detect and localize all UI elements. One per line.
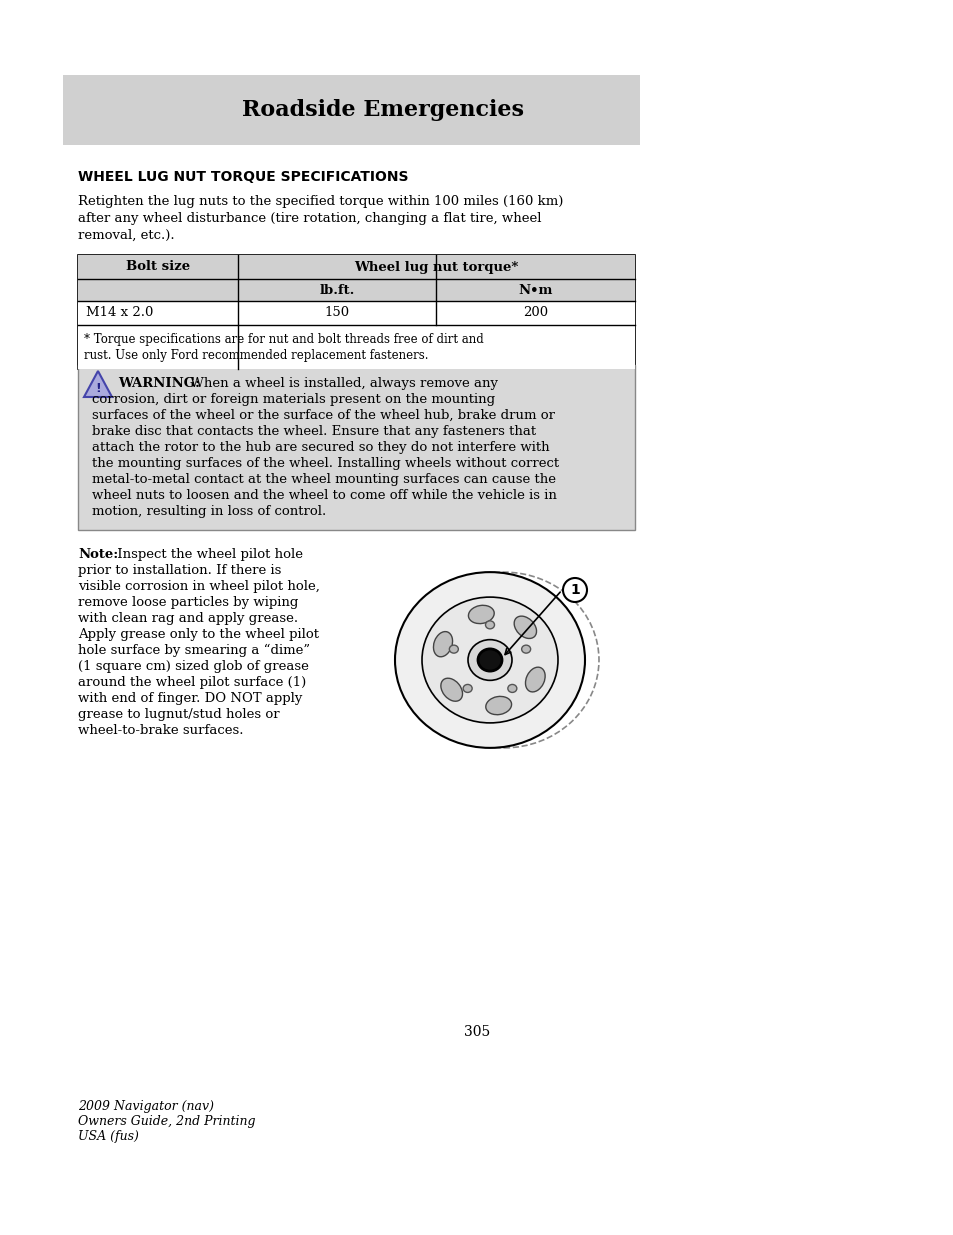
Text: the mounting surfaces of the wheel. Installing wheels without correct: the mounting surfaces of the wheel. Inst… bbox=[91, 457, 558, 471]
Ellipse shape bbox=[468, 605, 494, 624]
Text: rust. Use only Ford recommended replacement fasteners.: rust. Use only Ford recommended replacem… bbox=[84, 350, 428, 362]
Text: Bolt size: Bolt size bbox=[126, 261, 190, 273]
Text: visible corrosion in wheel pilot hole,: visible corrosion in wheel pilot hole, bbox=[78, 580, 319, 593]
Text: Retighten the lug nuts to the specified torque within 100 miles (160 km): Retighten the lug nuts to the specified … bbox=[78, 195, 563, 207]
Text: !: ! bbox=[95, 383, 101, 395]
Ellipse shape bbox=[521, 645, 530, 653]
Ellipse shape bbox=[395, 572, 584, 748]
Text: Roadside Emergencies: Roadside Emergencies bbox=[242, 99, 523, 121]
Ellipse shape bbox=[477, 648, 501, 671]
Ellipse shape bbox=[525, 667, 544, 692]
Bar bbox=[78, 254, 635, 301]
Ellipse shape bbox=[421, 597, 558, 722]
Text: corrosion, dirt or foreign materials present on the mounting: corrosion, dirt or foreign materials pre… bbox=[91, 393, 495, 406]
Text: surfaces of the wheel or the surface of the wheel hub, brake drum or: surfaces of the wheel or the surface of … bbox=[91, 409, 555, 422]
Text: removal, etc.).: removal, etc.). bbox=[78, 228, 174, 242]
Text: 150: 150 bbox=[324, 306, 350, 320]
Text: * Torque specifications are for nut and bolt threads free of dirt and: * Torque specifications are for nut and … bbox=[84, 333, 483, 346]
Text: 1: 1 bbox=[570, 583, 579, 597]
Text: motion, resulting in loss of control.: motion, resulting in loss of control. bbox=[91, 505, 326, 517]
Text: (1 square cm) sized glob of grease: (1 square cm) sized glob of grease bbox=[78, 659, 309, 673]
Text: after any wheel disturbance (tire rotation, changing a flat tire, wheel: after any wheel disturbance (tire rotati… bbox=[78, 212, 541, 225]
Bar bbox=[78, 301, 635, 325]
FancyBboxPatch shape bbox=[63, 75, 639, 144]
Ellipse shape bbox=[462, 684, 472, 693]
Ellipse shape bbox=[514, 616, 536, 638]
Text: around the wheel pilot surface (1): around the wheel pilot surface (1) bbox=[78, 676, 306, 689]
Text: lb.ft.: lb.ft. bbox=[319, 284, 355, 296]
Ellipse shape bbox=[433, 631, 452, 657]
Text: Apply grease only to the wheel pilot: Apply grease only to the wheel pilot bbox=[78, 629, 318, 641]
Ellipse shape bbox=[507, 684, 517, 693]
Ellipse shape bbox=[485, 697, 511, 715]
Text: WHEEL LUG NUT TORQUE SPECIFICATIONS: WHEEL LUG NUT TORQUE SPECIFICATIONS bbox=[78, 170, 408, 184]
Text: remove loose particles by wiping: remove loose particles by wiping bbox=[78, 597, 298, 609]
Text: Owners Guide, 2nd Printing: Owners Guide, 2nd Printing bbox=[78, 1115, 255, 1128]
Bar bbox=[78, 366, 635, 530]
Text: Note:: Note: bbox=[78, 548, 118, 561]
Text: with clean rag and apply grease.: with clean rag and apply grease. bbox=[78, 613, 297, 625]
Text: wheel nuts to loosen and the wheel to come off while the vehicle is in: wheel nuts to loosen and the wheel to co… bbox=[91, 489, 557, 501]
Bar bbox=[78, 325, 635, 369]
Text: Wheel lug nut torque*: Wheel lug nut torque* bbox=[354, 261, 518, 273]
Circle shape bbox=[562, 578, 586, 601]
Text: metal-to-metal contact at the wheel mounting surfaces can cause the: metal-to-metal contact at the wheel moun… bbox=[91, 473, 556, 487]
Ellipse shape bbox=[449, 645, 457, 653]
Ellipse shape bbox=[485, 621, 494, 629]
Bar bbox=[78, 254, 635, 369]
Text: Inspect the wheel pilot hole: Inspect the wheel pilot hole bbox=[112, 548, 303, 561]
Text: 305: 305 bbox=[463, 1025, 490, 1039]
Text: 2009 Navigator (nav): 2009 Navigator (nav) bbox=[78, 1100, 213, 1113]
Text: USA (fus): USA (fus) bbox=[78, 1130, 139, 1144]
Text: WARNING:: WARNING: bbox=[118, 377, 200, 390]
Text: M14 x 2.0: M14 x 2.0 bbox=[86, 306, 153, 320]
Ellipse shape bbox=[440, 678, 462, 701]
Text: N•m: N•m bbox=[518, 284, 553, 296]
Text: brake disc that contacts the wheel. Ensure that any fasteners that: brake disc that contacts the wheel. Ensu… bbox=[91, 425, 536, 438]
Ellipse shape bbox=[468, 640, 512, 680]
Text: prior to installation. If there is: prior to installation. If there is bbox=[78, 564, 281, 577]
Text: grease to lugnut/stud holes or: grease to lugnut/stud holes or bbox=[78, 708, 279, 721]
Polygon shape bbox=[84, 370, 112, 396]
Text: 200: 200 bbox=[522, 306, 548, 320]
Text: wheel-to-brake surfaces.: wheel-to-brake surfaces. bbox=[78, 724, 243, 737]
Text: When a wheel is installed, always remove any: When a wheel is installed, always remove… bbox=[186, 377, 497, 390]
Text: with end of finger. DO NOT apply: with end of finger. DO NOT apply bbox=[78, 692, 302, 705]
Text: hole surface by smearing a “dime”: hole surface by smearing a “dime” bbox=[78, 643, 310, 657]
Text: attach the rotor to the hub are secured so they do not interfere with: attach the rotor to the hub are secured … bbox=[91, 441, 549, 454]
